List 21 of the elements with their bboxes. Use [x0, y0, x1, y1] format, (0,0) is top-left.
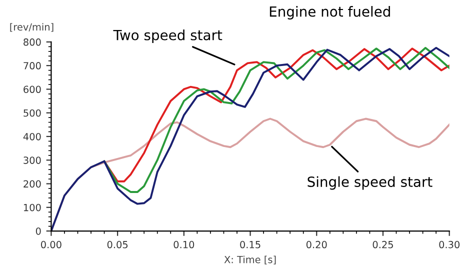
x-tick-label: 0.05 [107, 240, 128, 248]
x-tick-label: 0.10 [174, 240, 194, 248]
annotation: Two speed start [113, 30, 222, 43]
x-tick-label: 0.20 [306, 240, 327, 248]
x-tick-label: 0.25 [372, 240, 393, 248]
y-tick-label: 600 [24, 86, 41, 94]
y-tick-label: 0 [36, 227, 41, 235]
y-tick-label: 100 [24, 204, 41, 212]
y-tick-label: 500 [24, 109, 41, 117]
annotation: Single speed start [308, 176, 432, 190]
y-tick-label: 800 [24, 38, 41, 46]
y-tick-label: 300 [24, 156, 41, 164]
text: Engine not fueled [270, 6, 390, 20]
y-tick-label: 400 [23, 132, 41, 140]
y-tick-label: 200 [24, 180, 41, 188]
y-axis-title: [rev/min] [10, 23, 54, 32]
x-tick-label: 0.30 [439, 240, 460, 248]
x-tick-label: 0.00 [41, 240, 62, 248]
x-tick-label: 0.15 [240, 240, 260, 248]
y-tick-label: 700 [24, 62, 41, 70]
x-axis-title: X: Time [s] [224, 256, 276, 264]
